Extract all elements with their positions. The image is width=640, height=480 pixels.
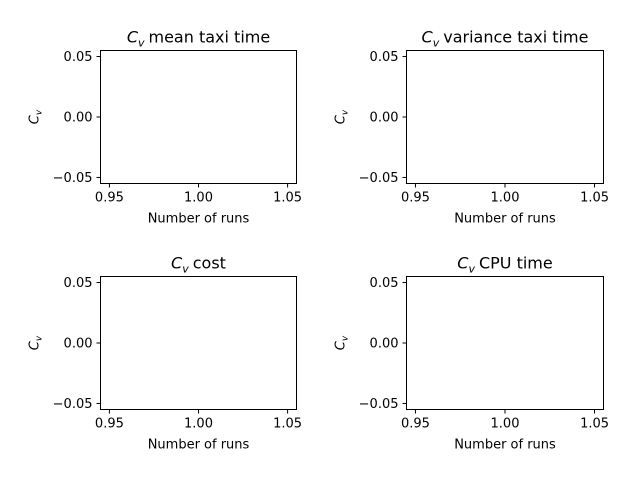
chart-title: Cv CPU time bbox=[457, 254, 552, 276]
y-axis-subscript: v bbox=[35, 335, 45, 341]
chart-panel-1: Cv mean taxi time 0.95 1.00 1.05 0.05 0.00 −0.0… bbox=[28, 28, 303, 227]
y-tick-label: 0.05 bbox=[64, 276, 93, 291]
x-tick-label: 1.05 bbox=[580, 417, 609, 432]
chart-panel-4: Cv CPU time 0.95 1.00 1.05 0.05 0.00 −0.05 Numbe… bbox=[334, 254, 610, 453]
x-tick-label: 1.00 bbox=[491, 191, 520, 206]
x-axis-label: Number of runs bbox=[454, 438, 556, 453]
x-tick-label: 1.00 bbox=[184, 191, 213, 206]
x-tick-label: 1.05 bbox=[273, 417, 302, 432]
x-tick-label: 0.95 bbox=[95, 417, 124, 432]
y-axis-label: Cv bbox=[28, 335, 45, 350]
y-axis-symbol: C bbox=[334, 114, 349, 124]
y-tick-label: 0.00 bbox=[370, 337, 399, 352]
axes-frame bbox=[100, 276, 297, 410]
y-axis-symbol: C bbox=[28, 340, 43, 350]
title-text: CPU time bbox=[479, 254, 553, 273]
title-text: cost bbox=[193, 254, 226, 273]
y-axis-symbol: C bbox=[28, 114, 43, 124]
x-tick-label: 1.00 bbox=[184, 417, 213, 432]
title-text: mean taxi time bbox=[149, 28, 271, 47]
title-subscript: v bbox=[433, 37, 440, 50]
y-tick-label: 0.00 bbox=[64, 111, 93, 126]
x-axis-label: Number of runs bbox=[148, 212, 250, 227]
x-tick-label: 1.05 bbox=[273, 191, 302, 206]
title-symbol: C bbox=[127, 28, 139, 47]
x-tick-label: 0.95 bbox=[401, 191, 430, 206]
y-tick-label: −0.05 bbox=[53, 397, 93, 412]
y-axis-subscript: v bbox=[341, 109, 351, 115]
y-axis-label: Cv bbox=[334, 335, 351, 350]
y-tick-label: −0.05 bbox=[359, 171, 399, 186]
axes-frame bbox=[406, 50, 604, 184]
y-axis-label: Cv bbox=[28, 109, 45, 124]
x-tick-label: 1.00 bbox=[491, 417, 520, 432]
chart-title: Cv variance taxi time bbox=[422, 28, 589, 50]
axes-frame bbox=[406, 276, 604, 410]
y-axis-symbol: C bbox=[334, 340, 349, 350]
x-axis-label: Number of runs bbox=[454, 212, 556, 227]
title-text: variance taxi time bbox=[443, 28, 588, 47]
y-tick-label: 0.00 bbox=[370, 111, 399, 126]
title-symbol: C bbox=[422, 28, 434, 47]
y-tick-label: 0.05 bbox=[370, 276, 399, 291]
x-tick-label: 0.95 bbox=[95, 191, 124, 206]
title-symbol: C bbox=[457, 254, 469, 273]
y-tick-label: −0.05 bbox=[53, 171, 93, 186]
axes-frame bbox=[100, 50, 297, 184]
chart-title: Cv cost bbox=[171, 254, 226, 276]
title-subscript: v bbox=[138, 37, 145, 50]
x-tick-label: 1.05 bbox=[580, 191, 609, 206]
y-axis-label: Cv bbox=[334, 109, 351, 124]
y-tick-label: 0.05 bbox=[64, 50, 93, 65]
y-tick-label: 0.00 bbox=[64, 337, 93, 352]
x-axis-label: Number of runs bbox=[148, 438, 250, 453]
title-subscript: v bbox=[468, 263, 475, 276]
title-symbol: C bbox=[171, 254, 183, 273]
y-axis-subscript: v bbox=[341, 335, 351, 341]
chart-title: Cv mean taxi time bbox=[127, 28, 270, 50]
title-subscript: v bbox=[182, 263, 189, 276]
y-axis-subscript: v bbox=[35, 109, 45, 115]
y-tick-label: 0.05 bbox=[370, 50, 399, 65]
x-tick-label: 0.95 bbox=[401, 417, 430, 432]
y-tick-label: −0.05 bbox=[359, 397, 399, 412]
